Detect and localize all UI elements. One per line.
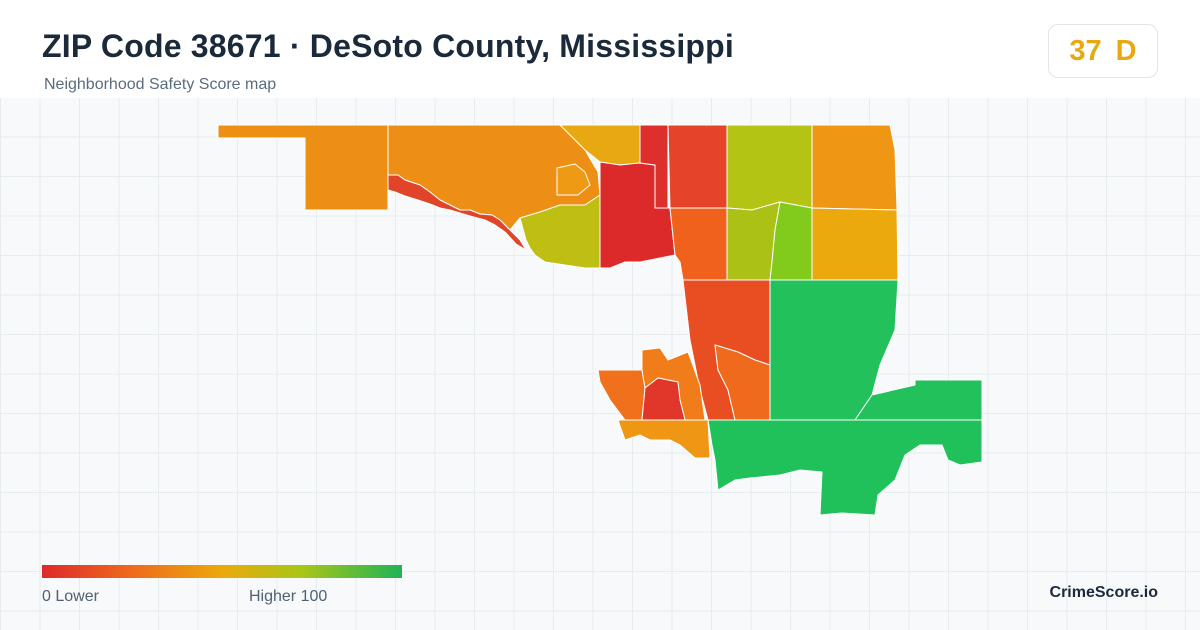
page-subtitle: Neighborhood Safety Score map <box>44 76 277 93</box>
map-region[interactable] <box>556 163 591 196</box>
map-region[interactable] <box>669 207 728 281</box>
map-region[interactable] <box>597 369 646 421</box>
legend-low-label: 0 Lower <box>42 588 99 605</box>
map-region[interactable] <box>707 419 983 516</box>
safety-score-badge: 37 D <box>1048 24 1158 78</box>
brand-logo-text[interactable]: CrimeScore.io <box>1049 584 1158 601</box>
map-region[interactable] <box>667 124 728 209</box>
map-region[interactable] <box>617 419 711 459</box>
map-region[interactable] <box>387 174 527 251</box>
score-value: 37 <box>1069 34 1102 67</box>
map-region[interactable] <box>726 124 813 211</box>
map-region[interactable] <box>854 379 983 421</box>
legend-high-label: Higher 100 <box>249 588 328 605</box>
page-title: ZIP Code 38671 · DeSoto County, Mississi… <box>42 28 735 64</box>
score-grade: D <box>1115 34 1137 67</box>
header-band <box>0 0 1200 98</box>
map-region[interactable] <box>519 194 601 269</box>
map-region[interactable] <box>217 124 389 211</box>
map-region[interactable] <box>811 124 898 211</box>
map-region[interactable] <box>811 207 899 281</box>
legend-color-scale <box>42 565 402 578</box>
